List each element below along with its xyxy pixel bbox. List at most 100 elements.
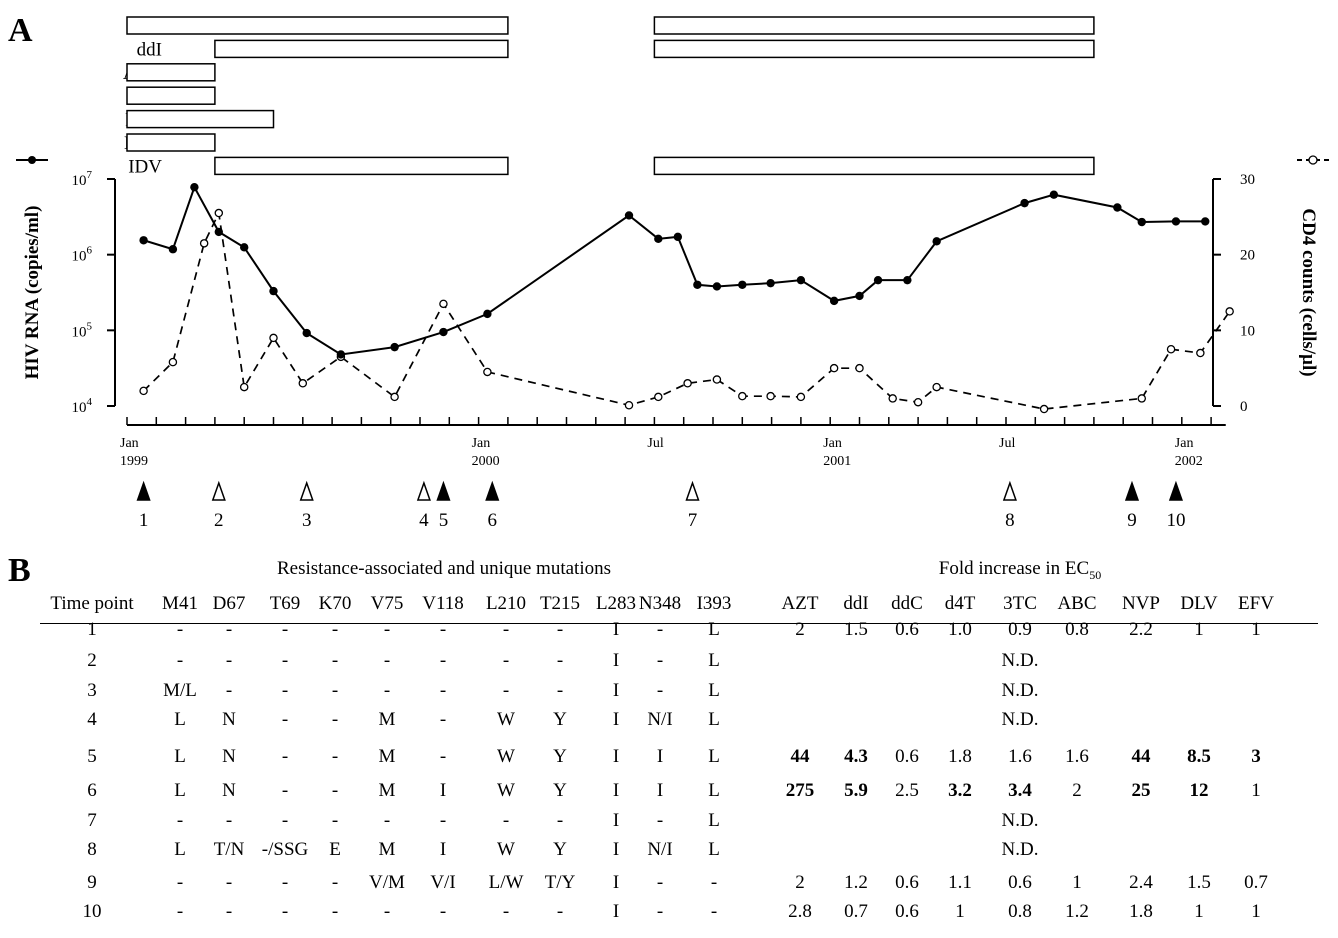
table-cell: L: [708, 839, 720, 860]
column-header: K70: [318, 593, 352, 614]
point-hiv-rna: [336, 350, 346, 359]
y2-tick-label: 0: [1240, 399, 1248, 415]
time-point-marker: [485, 480, 500, 501]
table-cell: I: [612, 901, 620, 922]
table-cell: L: [708, 619, 720, 640]
table-cell: I: [612, 709, 620, 730]
table-cell: 2: [1072, 780, 1082, 801]
table-cell: -: [439, 709, 447, 730]
table-cell: L: [708, 709, 720, 730]
table-cell: Y: [553, 839, 567, 860]
table-cell: -: [176, 872, 184, 893]
table-cell: W: [497, 780, 515, 801]
table-cell: -: [656, 810, 664, 831]
time-point-marker: [416, 480, 431, 501]
table-cell: 0.6: [895, 619, 919, 640]
point-hiv-rna: [269, 286, 278, 296]
table-cell: 1.1: [948, 872, 972, 893]
table-cell: M/L: [163, 680, 197, 701]
table-cell: L: [708, 650, 720, 671]
drug-bar: [126, 16, 509, 35]
table-cell: -: [281, 680, 289, 701]
table-cell: 2: [87, 650, 97, 671]
point-cd4: [390, 392, 399, 402]
series-line-hiv-rna: [143, 184, 1206, 356]
column-header: T69: [269, 593, 301, 614]
table-cell: 1.5: [1187, 872, 1211, 893]
point-hiv-rna: [624, 211, 634, 220]
table-cell: 2.2: [1129, 619, 1153, 640]
point-cd4: [483, 367, 492, 377]
table-cell: W: [497, 746, 515, 767]
y2-axis-label: CD4 counts (cells/µl): [1298, 208, 1319, 376]
table-cell: 3: [1251, 746, 1261, 767]
time-point-marker: [299, 480, 314, 501]
table-cell: 1: [1251, 619, 1261, 640]
point-cd4: [269, 333, 278, 343]
table-cell: -: [331, 810, 339, 831]
drug-bar: [214, 39, 509, 59]
table-cell: 5.9: [844, 780, 868, 801]
table-cell: I: [612, 746, 620, 767]
table-cell: -: [556, 619, 564, 640]
table-cell: 12: [1189, 780, 1209, 801]
point-cd4: [199, 239, 209, 248]
table-cell: I: [612, 619, 620, 640]
drug-bar: [214, 156, 509, 176]
column-header: N348: [638, 593, 682, 614]
table-cell: -: [225, 680, 233, 701]
column-header: V75: [370, 593, 404, 614]
point-hiv-rna: [1171, 217, 1181, 226]
table-cell: Y: [553, 709, 567, 730]
table-cell: -: [439, 901, 447, 922]
table-cell: -: [225, 872, 233, 893]
table-cell: -: [439, 746, 447, 767]
x-tick-year: 2000: [472, 454, 500, 469]
point-hiv-rna: [214, 227, 224, 237]
point-hiv-rna: [1113, 203, 1122, 212]
column-header: Time point: [50, 593, 134, 614]
point-cd4: [829, 363, 839, 373]
table-cell: -: [656, 619, 664, 640]
point-hiv-rna: [139, 236, 148, 245]
table-cell: M: [378, 709, 396, 730]
column-header: D67: [212, 593, 246, 614]
column-header: d4T: [944, 593, 976, 614]
table-cell: -: [383, 810, 391, 831]
table-cell: 3: [87, 680, 97, 701]
table-cell: 6: [87, 780, 97, 801]
table-cell: 2: [795, 619, 805, 640]
table-cell: N.D.: [1001, 810, 1039, 831]
table-cell: -: [502, 901, 510, 922]
table-cell: 0.6: [895, 901, 919, 922]
point-hiv-rna: [439, 327, 448, 337]
table-cell: 2.8: [788, 901, 812, 922]
column-header: ddC: [891, 593, 923, 614]
table-cell: N.D.: [1001, 709, 1039, 730]
table-cell: -: [281, 872, 289, 893]
table-cell: I: [439, 780, 447, 801]
time-point-marker: [1002, 480, 1017, 501]
time-point-number: 4: [419, 510, 429, 531]
table-cell: 1.8: [948, 746, 972, 767]
point-hiv-rna: [1020, 198, 1029, 208]
table-cell: -: [439, 680, 447, 701]
point-hiv-rna: [738, 280, 747, 289]
table-cell: 3.4: [1008, 780, 1032, 801]
table-cell: -: [331, 619, 339, 640]
table-cell: -: [502, 680, 510, 701]
table-cell: 0.6: [1008, 872, 1032, 893]
point-hiv-rna: [1049, 190, 1059, 199]
point-hiv-rna: [168, 245, 178, 254]
table-cell: -: [225, 619, 233, 640]
table-cell: -: [176, 901, 184, 922]
table-cell: -: [502, 810, 510, 831]
point-hiv-rna: [390, 342, 399, 352]
point-hiv-rna: [654, 234, 663, 244]
table-cell: -: [331, 709, 339, 730]
table-cell: L: [708, 680, 720, 701]
time-point-marker: [136, 480, 151, 501]
table-cell: -: [656, 650, 664, 671]
table-cell: N/I: [647, 839, 673, 860]
